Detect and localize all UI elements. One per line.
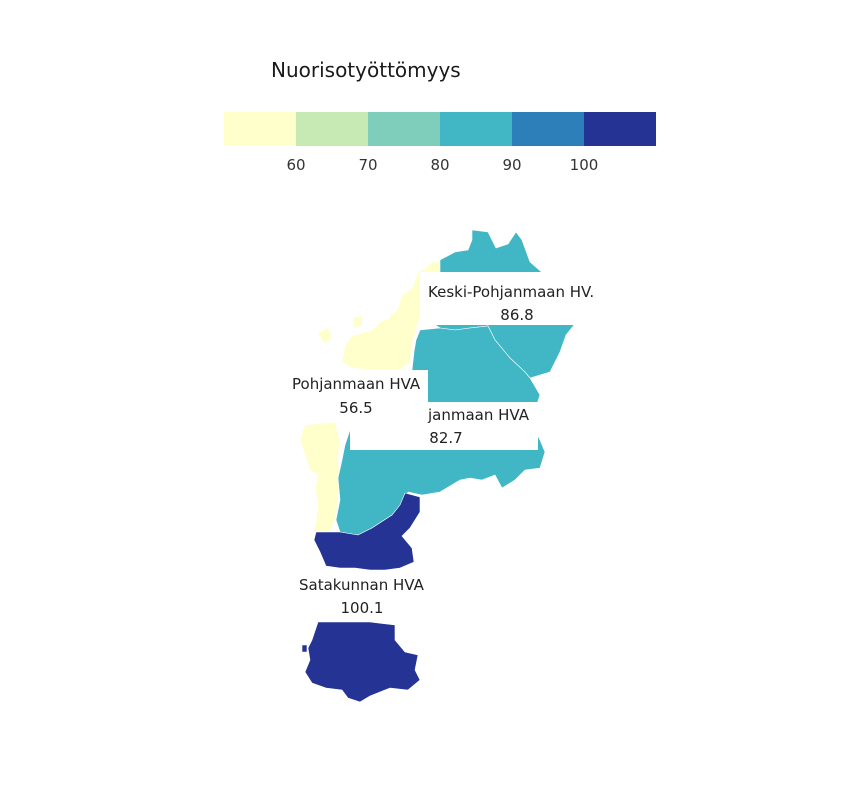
- legend-bin: [512, 112, 584, 146]
- label-satakunta: Satakunnan HVA 100.1: [292, 570, 432, 622]
- region-satakunta[interactable]: [301, 492, 421, 703]
- label-satakunta-name: Satakunnan HVA: [299, 576, 425, 594]
- label-box: [292, 570, 432, 622]
- label-box: [420, 272, 595, 325]
- label-etela-name: janmaan HVA: [427, 406, 530, 424]
- label-pohjanmaa-value: 56.5: [339, 399, 372, 417]
- label-etela-value: 82.7: [429, 429, 462, 447]
- label-keski-value: 86.8: [500, 306, 533, 324]
- legend-tick: 60: [286, 156, 305, 174]
- legend-bin: [224, 112, 296, 146]
- legend-bin: [440, 112, 512, 146]
- label-pohjanmaa-name: Pohjanmaan HVA: [292, 375, 421, 393]
- legend-tick: 90: [502, 156, 521, 174]
- label-keski-pohjanmaa: Keski-Pohjanmaan HV. 86.8: [420, 272, 595, 325]
- region-pohjanmaa-islands: [302, 312, 400, 440]
- legend-bin: [296, 112, 368, 146]
- legend: Nuorisotyöttömyys 60 70 80 90 100: [224, 58, 656, 174]
- legend-tick: 100: [570, 156, 599, 174]
- label-satakunta-value: 100.1: [341, 599, 384, 617]
- label-keski-name: Keski-Pohjanmaan HV.: [428, 283, 594, 301]
- legend-tick: 70: [358, 156, 377, 174]
- label-pohjanmaa: Pohjanmaan HVA 56.5: [282, 370, 428, 422]
- legend-title: Nuorisotyöttömyys: [271, 58, 461, 82]
- region-labels: Keski-Pohjanmaan HV. 86.8 janmaan HVA 82…: [282, 272, 595, 622]
- legend-color-bar: [224, 112, 656, 146]
- legend-tick: 80: [430, 156, 449, 174]
- label-box: [282, 370, 428, 422]
- legend-ticks: 60 70 80 90 100: [286, 156, 598, 174]
- legend-bin: [584, 112, 656, 146]
- legend-bin: [368, 112, 440, 146]
